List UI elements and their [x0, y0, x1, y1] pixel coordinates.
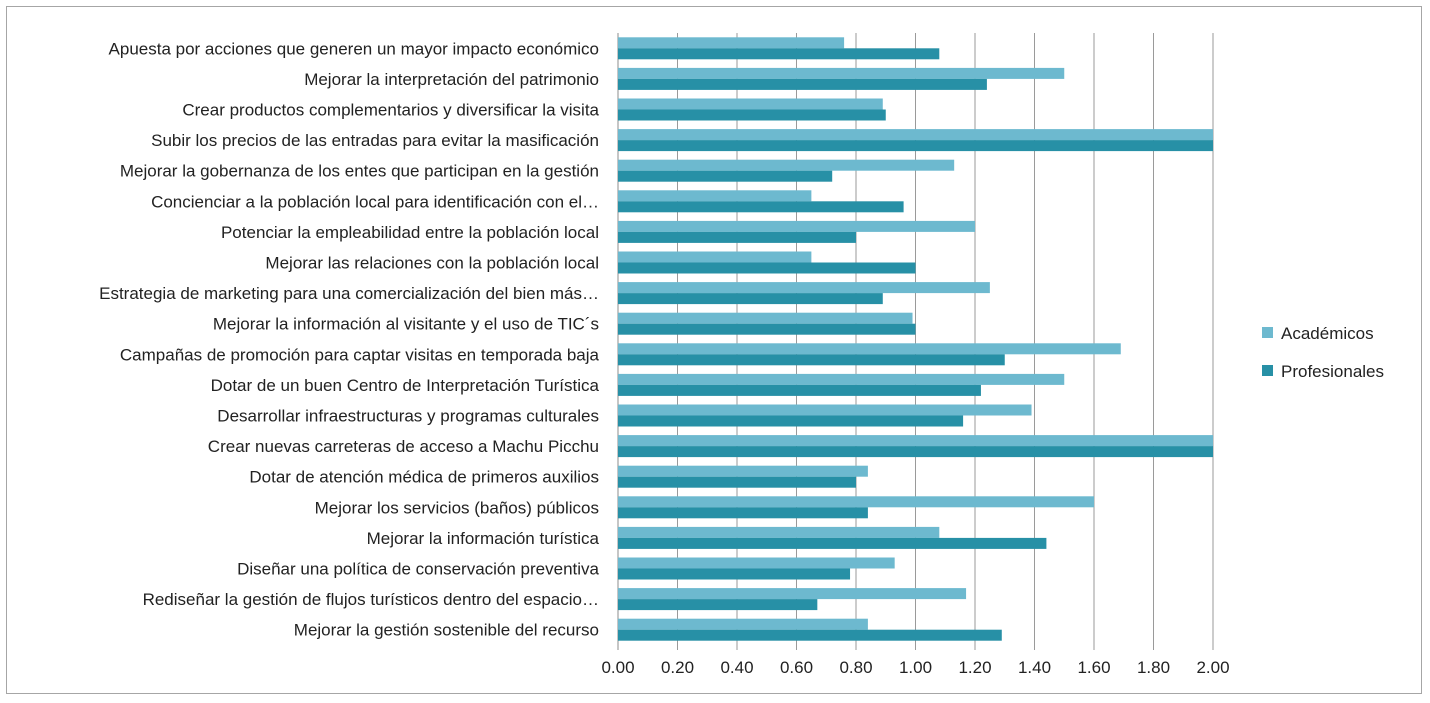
category-label: Mejorar la información al visitante y el… [213, 315, 599, 334]
bar-academicos [618, 618, 868, 630]
legend-item-profesionales[interactable]: Profesionales [1262, 362, 1384, 381]
bar-academicos [618, 404, 1032, 416]
category-label: Estrategia de marketing para una comerci… [99, 284, 599, 303]
bar-academicos [618, 251, 812, 263]
bar-academicos [618, 343, 1121, 355]
x-tick-label: 0.60 [780, 658, 813, 677]
category-label: Apuesta por acciones que generen un mayo… [109, 39, 599, 58]
bar-profesionales [618, 170, 833, 182]
bar-profesionales [618, 507, 868, 519]
legend: Académicos Profesionales [1262, 324, 1384, 381]
x-tick-label: 0.20 [661, 658, 694, 677]
category-label: Diseñar una política de conservación pre… [237, 560, 599, 579]
category-label: Mejorar la gestión sostenible del recurs… [294, 621, 599, 640]
bar-profesionales [618, 293, 883, 305]
x-tick-label: 0.00 [601, 658, 634, 677]
bar-academicos [618, 129, 1213, 141]
bar-academicos [618, 435, 1213, 447]
bar-academicos [618, 190, 812, 202]
bar-academicos [618, 557, 895, 569]
gridlines [617, 33, 1214, 650]
bar-academicos [618, 67, 1065, 79]
bar-academicos [618, 465, 868, 477]
legend-swatch-academicos [1262, 327, 1273, 338]
category-label: Mejorar la información turística [367, 529, 600, 548]
bar-profesionales [618, 537, 1047, 549]
category-label: Crear productos complementarios y divers… [182, 101, 599, 120]
bar-academicos [618, 588, 967, 600]
legend-label-profesionales: Profesionales [1281, 362, 1384, 381]
category-label: Concienciar a la población local para id… [151, 192, 599, 211]
x-tick-label: 0.80 [839, 658, 872, 677]
bar-academicos [618, 496, 1094, 508]
bar-profesionales [618, 599, 818, 611]
category-label: Mejorar la interpretación del patrimonio [304, 70, 599, 89]
bar-profesionales [618, 384, 981, 396]
bar-profesionales [618, 629, 1002, 641]
bar-academicos [618, 159, 955, 171]
category-label: Subir los precios de las entradas para e… [151, 131, 599, 150]
category-label: Mejorar las relaciones con la población … [265, 254, 599, 273]
category-label: Mejorar los servicios (baños) públicos [315, 498, 599, 517]
bar-academicos [618, 373, 1065, 385]
x-tick-label: 1.00 [899, 658, 932, 677]
bar-profesionales [618, 415, 964, 427]
legend-label-academicos: Académicos [1281, 324, 1374, 343]
x-tick-label: 2.00 [1196, 658, 1229, 677]
legend-swatch-profesionales [1262, 365, 1273, 376]
category-labels: Apuesta por acciones que generen un mayo… [99, 39, 599, 639]
bar-profesionales [618, 48, 940, 60]
bar-profesionales [618, 201, 904, 213]
bar-profesionales [618, 354, 1005, 366]
x-tick-label: 1.60 [1077, 658, 1110, 677]
x-tick-label: 1.40 [1018, 658, 1051, 677]
bars [618, 37, 1213, 641]
bar-profesionales [618, 140, 1213, 152]
category-label: Potenciar la empleabilidad entre la pobl… [221, 223, 599, 242]
x-axis-ticks: 0.00 0.20 0.40 0.60 0.80 1.00 1.20 1.40 1.60 1.80… [601, 658, 1229, 677]
bar-profesionales [618, 446, 1213, 458]
bar-academicos [618, 526, 940, 538]
x-tick-label: 1.80 [1137, 658, 1170, 677]
bar-profesionales [618, 568, 851, 580]
bar-academicos [618, 98, 883, 110]
bar-academicos [618, 312, 913, 324]
category-label: Dotar de atención médica de primeros aux… [249, 468, 599, 487]
category-label: Campañas de promoción para captar visita… [120, 345, 600, 364]
bar-academicos [618, 282, 990, 294]
bar-profesionales [618, 323, 916, 335]
bar-profesionales [618, 231, 856, 243]
bar-profesionales [618, 78, 987, 90]
legend-item-academicos[interactable]: Académicos [1262, 324, 1374, 343]
bar-profesionales [618, 262, 916, 274]
category-label: Dotar de un buen Centro de Interpretació… [211, 376, 600, 395]
bar-academicos [618, 37, 845, 49]
bar-profesionales [618, 476, 856, 488]
category-label: Crear nuevas carreteras de acceso a Mach… [208, 437, 599, 456]
bar-profesionales [618, 109, 886, 121]
bar-academicos [618, 220, 975, 232]
category-label: Mejorar la gobernanza de los entes que p… [120, 162, 599, 181]
x-tick-label: 0.40 [720, 658, 753, 677]
category-label: Rediseñar la gestión de flujos turístico… [143, 590, 599, 609]
category-label: Desarrollar infraestructuras y programas… [217, 407, 599, 426]
x-tick-label: 1.20 [958, 658, 991, 677]
